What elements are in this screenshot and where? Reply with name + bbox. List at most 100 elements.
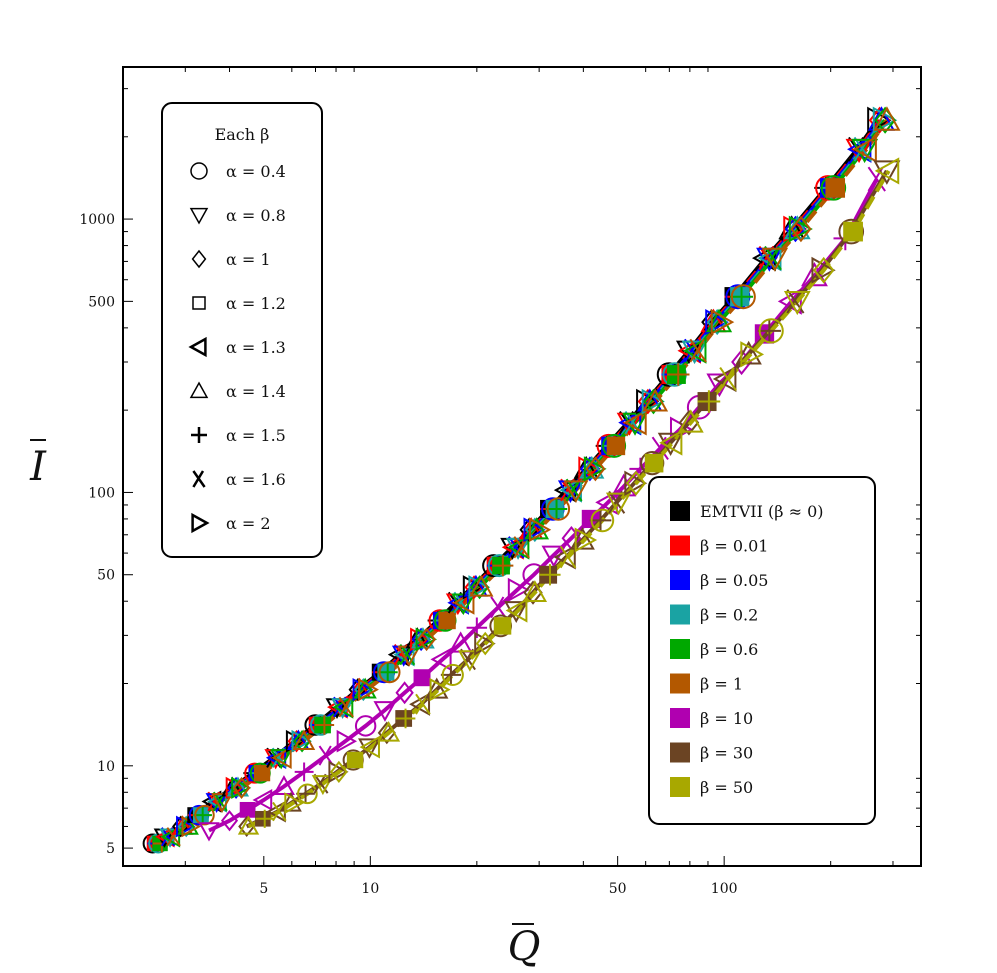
x-axis-title: Q [508,923,541,970]
data-point [852,135,877,163]
marker-legend-item: α = 0.8 [189,206,286,225]
data-point [625,470,647,496]
data-point [559,545,577,569]
data-point [493,617,512,635]
data-point [329,760,348,783]
data-point [783,291,811,316]
marker-legend-item: α = 2 [191,512,271,534]
legend-marker-plus [191,427,207,443]
data-point [644,453,664,473]
data-point [377,662,398,683]
data-point [624,470,648,497]
y-axis-label: I [29,444,47,490]
legend-marker-square [192,296,206,310]
data-point [252,788,273,811]
data-point [194,804,215,826]
marker-legend: Each β α = 0.4 α = 0.8 α = 1 α = 1.2 α = 1.3… [161,102,323,558]
data-point [563,480,589,503]
data-point [545,498,568,520]
legend-marker-diamond [191,249,207,269]
marker-legend-item: α = 1.6 [192,470,286,489]
data-point [811,256,836,284]
data-point [359,735,380,759]
data-point [311,775,334,796]
data-point [429,677,451,702]
data-point [415,627,437,652]
data-point [413,669,431,687]
legend-marker-triangle-up [189,381,209,399]
data-point [378,661,401,684]
data-point [689,338,707,363]
data-point [358,677,379,702]
data-point [373,701,397,722]
data-point [677,409,704,433]
data-point [395,681,414,705]
color-legend-box [648,476,876,825]
data-point [605,492,632,516]
data-point [438,611,456,630]
data-point [539,564,561,586]
x-tick-label: 5 [259,881,268,897]
data-point [524,517,550,540]
data-point [764,245,782,271]
data-point [474,631,496,656]
y-tick-label: 50 [97,568,115,584]
series-group [142,106,901,854]
y-axis-ticks: 5 10 50 100 500 1000 [79,88,921,857]
data-point [585,456,606,482]
data-point [606,436,626,456]
legend-swatch [670,604,690,625]
y-axis-title: I [29,439,47,490]
marker-legend-label: α = 1.6 [226,470,286,489]
data-point [583,456,607,482]
marker-legend-label: α = 1.4 [226,382,286,401]
color-legend-label: β = 10 [700,709,753,728]
data-point [441,663,464,687]
data-point [237,815,260,835]
data-point [590,508,615,533]
data-point [232,776,251,799]
color-legend-label: β = 30 [700,744,753,763]
data-point [475,631,495,656]
data-point [505,598,528,623]
data-point [735,340,762,365]
data-point [710,308,735,336]
data-point [296,784,315,804]
x-tick-label: 50 [609,881,627,897]
data-point [719,367,737,391]
legend-swatch [670,742,690,763]
data-point [492,555,514,577]
data-point [730,284,756,310]
color-legend-item: β = 30 [670,742,753,763]
marker-legend-item: α = 1.3 [188,336,286,358]
color-legend-label: β = 0.2 [700,606,758,625]
color-legend-item: β = 1 [670,673,743,694]
data-point [788,215,813,243]
data-point [623,409,647,436]
color-legend-item: β = 10 [670,708,753,728]
y-tick-label: 1000 [79,212,115,228]
legend-swatch [670,673,690,694]
data-point [417,627,436,652]
marker-legend-title: Each β [215,125,270,144]
data-point [659,429,683,456]
data-point [522,580,548,603]
color-legend-label: β = 0.05 [700,571,768,590]
legend-swatch [670,501,690,521]
x-axis-label: Q [508,924,541,970]
data-point [377,721,401,742]
data-point [271,746,292,770]
data-point [395,708,416,729]
data-point [346,751,364,769]
marker-legend-item: α = 0.4 [190,162,286,181]
legend-marker-triangle-right [191,512,210,534]
data-point [338,696,354,718]
series-group [237,157,901,838]
marker-legend-item: α = 1 [191,249,271,269]
x-tick-label: 100 [711,881,738,897]
data-point [843,221,863,242]
x-axis-ticks: 5 10 50 100 [122,67,894,897]
y-tick-label: 5 [106,841,115,857]
marker-legend-item: α = 1.2 [192,294,286,313]
